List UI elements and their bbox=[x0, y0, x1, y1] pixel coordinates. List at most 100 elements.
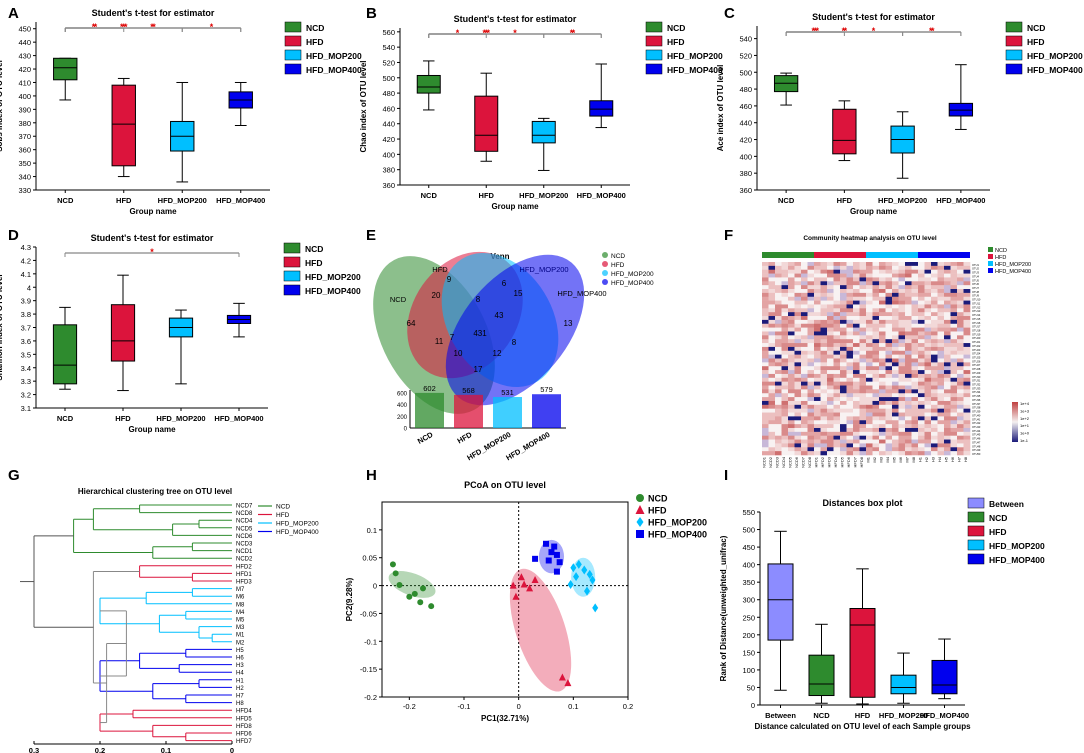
heatmap-cell bbox=[762, 354, 769, 359]
heatmap-cell bbox=[963, 277, 971, 282]
heatmap-cell bbox=[892, 262, 899, 267]
heatmap-cell bbox=[885, 339, 893, 344]
heatmap-cell bbox=[859, 319, 867, 325]
y-tick-label: 520 bbox=[739, 51, 752, 60]
heatmap-cell bbox=[879, 443, 886, 448]
heatmap-cell bbox=[833, 312, 841, 317]
heatmap-cell bbox=[963, 358, 971, 363]
heatmap-cell bbox=[924, 265, 932, 271]
heatmap-cell bbox=[957, 346, 964, 352]
heatmap-cell bbox=[924, 397, 932, 402]
heatmap-cell bbox=[762, 331, 769, 336]
heatmap-cell bbox=[937, 265, 945, 271]
heatmap-cell bbox=[762, 277, 769, 282]
legend-label-HFD_MOP400: HFD_MOP400 bbox=[611, 280, 654, 287]
heatmap-cell bbox=[957, 427, 964, 433]
venn-region-value: 7 bbox=[450, 333, 455, 342]
heatmap-cell bbox=[833, 335, 841, 340]
heatmap-cell bbox=[814, 416, 821, 421]
heatmap-cell bbox=[879, 358, 886, 363]
heatmap-cell bbox=[840, 289, 847, 294]
heatmap-cell bbox=[944, 420, 951, 425]
y-tick-label: 540 bbox=[382, 43, 395, 52]
heatmap-cell bbox=[911, 370, 919, 375]
heatmap-cell bbox=[905, 277, 912, 282]
heatmap-cell bbox=[846, 339, 854, 344]
heatmap-cell bbox=[944, 304, 951, 309]
y-axis-label: Rank of Distance(unweighted_unifrac) bbox=[719, 535, 728, 681]
heatmap-cell bbox=[866, 273, 873, 278]
heatmap-cell bbox=[762, 420, 769, 425]
heatmap-cell bbox=[918, 265, 925, 271]
heatmap-cell bbox=[827, 416, 834, 421]
heatmap-cell bbox=[827, 439, 834, 444]
heatmap-cell bbox=[807, 451, 815, 456]
heatmap-cell bbox=[866, 304, 873, 309]
heatmap-cell bbox=[859, 397, 867, 402]
heatmap-cell bbox=[827, 285, 834, 290]
heatmap-cell bbox=[840, 354, 847, 359]
heatmap-cell bbox=[807, 323, 815, 328]
heatmap-cell bbox=[957, 335, 964, 340]
heatmap-cell bbox=[879, 335, 886, 340]
heatmap-cell bbox=[924, 335, 932, 340]
heatmap-cell bbox=[944, 404, 951, 409]
heatmap-cell bbox=[762, 308, 769, 313]
heatmap-cell bbox=[911, 404, 919, 409]
heatmap-cell bbox=[820, 385, 828, 390]
heatmap-cell bbox=[879, 339, 886, 344]
heatmap-cell bbox=[794, 281, 802, 286]
heatmap-cell bbox=[872, 381, 880, 386]
heatmap-cell bbox=[950, 451, 958, 456]
heatmap-cell bbox=[846, 346, 854, 352]
venn-region-value: 10 bbox=[454, 349, 463, 358]
heatmap-cell bbox=[788, 300, 795, 305]
panel-I: Distances box plot0501001502002503003504… bbox=[719, 497, 1045, 731]
heatmap-cell bbox=[859, 427, 867, 433]
heatmap-cell bbox=[807, 289, 815, 294]
heatmap-cell bbox=[931, 416, 938, 421]
box-HFD_MOP400 bbox=[589, 100, 614, 117]
heatmap-cell bbox=[931, 370, 938, 375]
heatmap-cell bbox=[807, 420, 815, 425]
heatmap-cell bbox=[885, 393, 893, 398]
heatmap-cell bbox=[820, 327, 828, 332]
heatmap-column-label: HFD4 bbox=[833, 456, 838, 467]
heatmap-cell bbox=[944, 346, 951, 352]
heatmap-cell bbox=[963, 304, 971, 309]
heatmap-cell bbox=[866, 447, 873, 452]
heatmap-cell bbox=[788, 265, 795, 271]
heatmap-cell bbox=[892, 431, 899, 436]
heatmap-cell bbox=[872, 451, 880, 456]
heatmap-cell bbox=[866, 327, 873, 332]
heatmap-cell bbox=[853, 331, 860, 336]
heatmap-cell bbox=[794, 316, 802, 321]
heatmap-cell bbox=[781, 273, 789, 278]
heatmap-row-label: OTU3 bbox=[972, 271, 979, 275]
heatmap-cell bbox=[820, 319, 828, 325]
heatmap-cell bbox=[762, 427, 769, 433]
heatmap-cell bbox=[950, 269, 958, 274]
heatmap-row-label: OTU26 bbox=[972, 359, 981, 363]
heatmap-cell bbox=[859, 350, 867, 355]
heatmap-cell bbox=[775, 331, 782, 336]
heatmap-row-label: OTU24 bbox=[972, 352, 981, 356]
point-HFD bbox=[558, 673, 566, 681]
heatmap-cell bbox=[963, 265, 971, 271]
heatmap-cell bbox=[853, 439, 860, 444]
heatmap-cell bbox=[931, 381, 938, 386]
heatmap-cell bbox=[775, 296, 782, 301]
dendrogram-leaf-label: HFD8 bbox=[236, 724, 252, 730]
heatmap-cell bbox=[866, 316, 873, 321]
heatmap-cell bbox=[885, 416, 893, 421]
heatmap-cell bbox=[859, 404, 867, 409]
heatmap-cell bbox=[820, 377, 828, 382]
heatmap-cell bbox=[905, 262, 912, 267]
heatmap-cell bbox=[905, 358, 912, 363]
heatmap-cell bbox=[840, 312, 847, 317]
heatmap-cell bbox=[911, 300, 919, 305]
heatmap-cell bbox=[807, 366, 815, 371]
heatmap-cell bbox=[814, 350, 821, 355]
heatmap-cell bbox=[885, 447, 893, 452]
heatmap-cell bbox=[859, 393, 867, 398]
